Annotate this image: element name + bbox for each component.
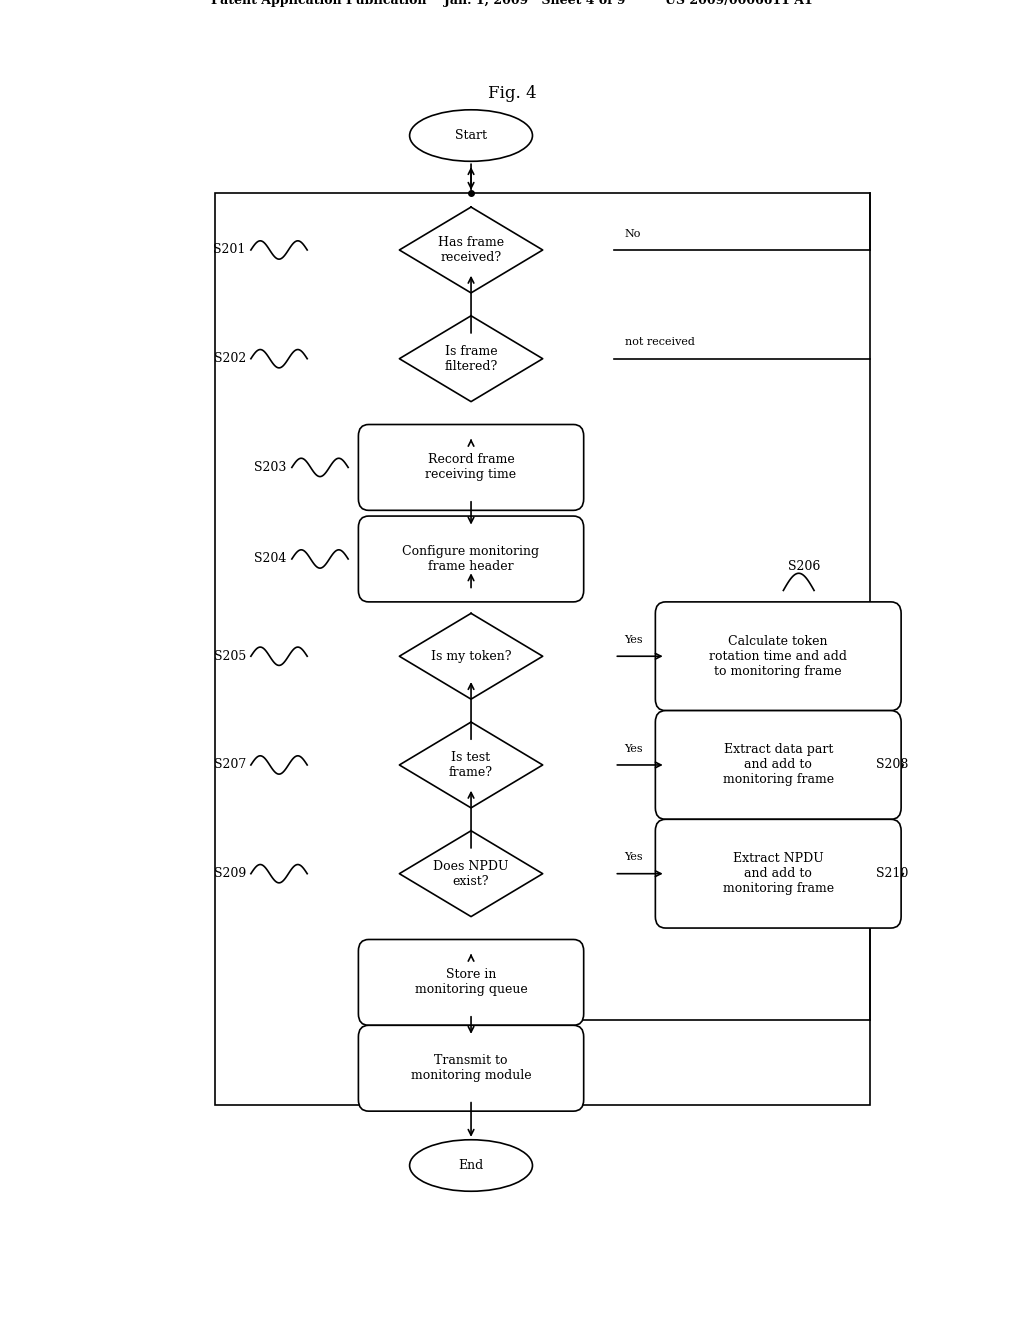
Text: Start: Start [455,129,487,143]
Text: No: No [481,965,498,975]
Text: Yes: Yes [625,853,643,862]
Text: Record frame
receiving time: Record frame receiving time [426,454,516,482]
Text: S204: S204 [254,553,287,565]
Text: Fig. 4: Fig. 4 [487,84,537,102]
Ellipse shape [410,110,532,161]
Text: Is test
frame?: Is test frame? [450,751,493,779]
Text: Extract NPDU
and add to
monitoring frame: Extract NPDU and add to monitoring frame [723,853,834,895]
FancyBboxPatch shape [655,710,901,820]
Ellipse shape [410,1139,532,1191]
Polygon shape [399,614,543,700]
FancyBboxPatch shape [358,516,584,602]
Text: Configure monitoring
frame header: Configure monitoring frame header [402,545,540,573]
Text: S206: S206 [788,560,821,573]
Polygon shape [399,207,543,293]
Text: Patent Application Publication    Jan. 1, 2009   Sheet 4 of 9         US 2009/00: Patent Application Publication Jan. 1, 2… [211,0,813,8]
Text: S205: S205 [214,649,246,663]
Text: Is frame
filtered?: Is frame filtered? [444,345,498,372]
FancyBboxPatch shape [655,820,901,928]
FancyBboxPatch shape [358,1026,584,1111]
Text: No: No [625,228,641,239]
Text: received: received [481,450,529,461]
Polygon shape [399,722,543,808]
Text: Has frame
received?: Has frame received? [438,236,504,264]
Bar [215,193,870,1105]
Text: S202: S202 [214,352,246,366]
Text: S210: S210 [876,867,908,880]
Text: Is my token?: Is my token? [431,649,511,663]
Text: No: No [481,857,498,866]
FancyBboxPatch shape [358,940,584,1026]
Text: No: No [481,748,498,758]
Text: S201: S201 [213,243,246,256]
Text: Extract data part
and add to
monitoring frame: Extract data part and add to monitoring … [723,743,834,787]
Text: Yes: Yes [481,347,500,358]
Polygon shape [399,315,543,401]
FancyBboxPatch shape [655,602,901,710]
Text: S209: S209 [214,867,246,880]
Text: S207: S207 [214,759,246,771]
Text: S208: S208 [876,759,908,771]
Text: Does NPDU
exist?: Does NPDU exist? [433,859,509,887]
Text: Yes: Yes [625,635,643,644]
Polygon shape [399,830,543,916]
Text: End: End [459,1159,483,1172]
Text: Store in
monitoring queue: Store in monitoring queue [415,969,527,997]
Text: Calculate token
rotation time and add
to monitoring frame: Calculate token rotation time and add to… [710,635,847,677]
Text: Yes: Yes [625,743,643,754]
FancyBboxPatch shape [358,425,584,511]
Text: not received: not received [625,338,694,347]
Text: Transmit to
monitoring module: Transmit to monitoring module [411,1055,531,1082]
Text: S203: S203 [254,461,287,474]
